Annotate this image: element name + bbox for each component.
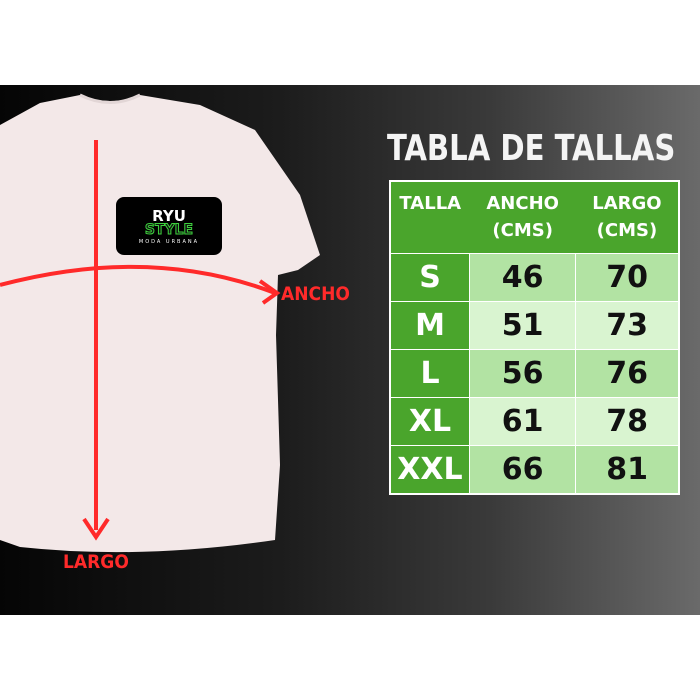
measure-cell: 70 [575, 253, 680, 302]
table-row: L 56 76 [389, 349, 680, 398]
size-cell: L [389, 349, 470, 398]
measure-cell: 46 [468, 253, 577, 302]
measure-cell: 66 [468, 445, 577, 495]
page-title: TABLA DE TALLAS [387, 128, 676, 169]
column-header: ANCHO (CMS) [469, 181, 576, 254]
measure-cell: 78 [575, 397, 680, 446]
header-text: LARGO [592, 193, 662, 214]
header-text: ANCHO [486, 193, 559, 214]
logo-text: MODA URBANA [138, 239, 200, 245]
measure-cell: 81 [575, 445, 680, 495]
width-label: ANCHO [281, 283, 350, 305]
column-header: TALLA [390, 181, 470, 254]
measure-cell: 76 [575, 349, 680, 398]
size-table: TALLA ANCHO (CMS) LARGO (CMS) S 46 70 M 51 73 L 56 7… [389, 180, 680, 495]
header-text: (CMS) [492, 220, 553, 241]
size-cell: S [389, 253, 470, 302]
column-header: LARGO (CMS) [575, 181, 679, 254]
header-text: TALLA [399, 193, 462, 214]
size-cell: M [389, 301, 470, 350]
header-text: (CMS) [596, 220, 658, 241]
length-label: LARGO [63, 551, 129, 573]
table-row: XXL 66 81 [389, 445, 680, 495]
logo-text: STYLE [144, 222, 194, 238]
table-row: S 46 70 [389, 253, 680, 302]
size-cell: XL [389, 397, 470, 446]
table-row: XL 61 78 [389, 397, 680, 446]
measure-cell: 51 [468, 301, 577, 350]
logo-text: RYU [152, 207, 186, 225]
measure-cell: 73 [575, 301, 680, 350]
width-arrow [0, 264, 276, 295]
tshirt-illustration [0, 93, 320, 553]
measure-cell: 56 [468, 349, 577, 398]
size-cell: XXL [389, 445, 470, 495]
measure-cell: 61 [468, 397, 577, 446]
table-row: M 51 73 [389, 301, 680, 350]
brand-logo: RYU STYLE MODA URBANA [116, 197, 222, 255]
